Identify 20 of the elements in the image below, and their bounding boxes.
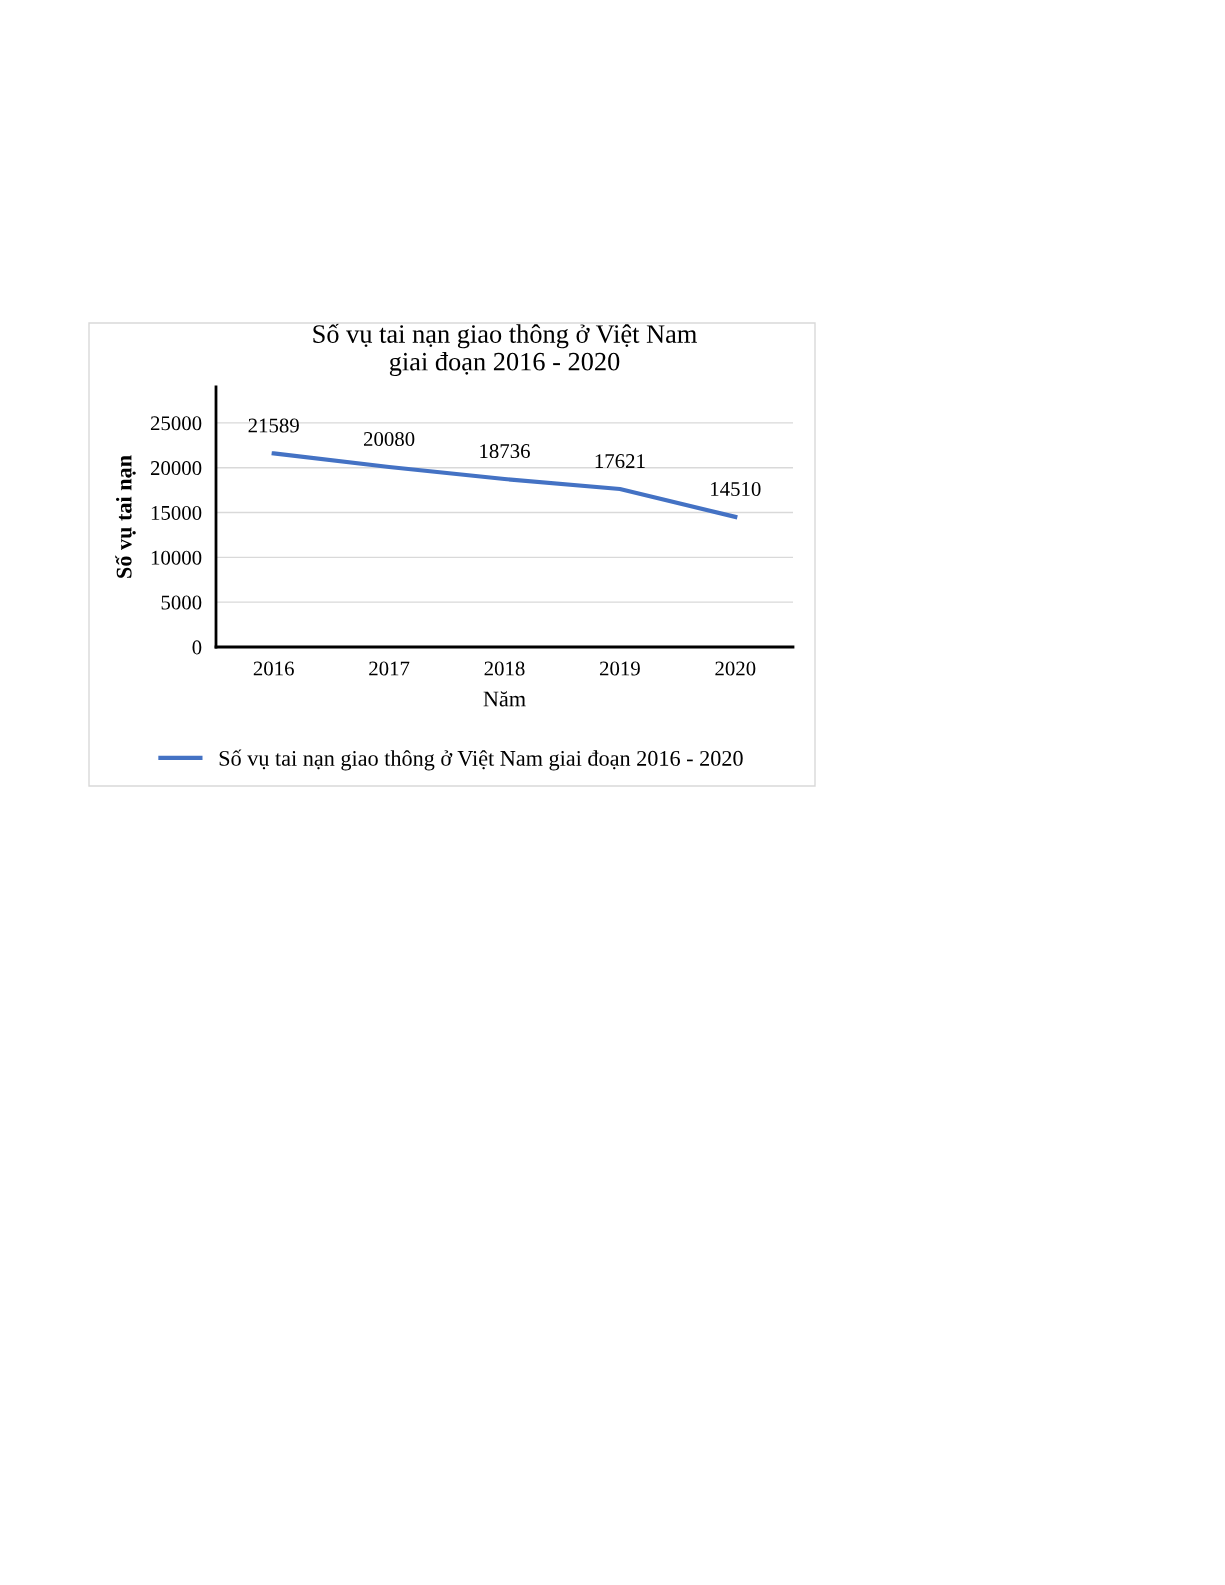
x-axis-title: Năm [483,691,526,707]
x-tick-label: 2019 [599,661,640,676]
y-tick-label: 5000 [161,595,202,610]
y-tick-label: 0 [192,640,202,655]
y-tick-label: 15000 [151,505,202,520]
x-tick-label: 2020 [715,661,756,676]
x-tick-label: 2017 [369,661,410,676]
y-axis-title: Số vụ tai nạn [115,455,136,578]
data-label: 21589 [248,418,299,433]
y-tick-label: 10000 [151,550,202,565]
y-tick-label: 20000 [150,461,202,476]
x-tick-label: 2016 [253,661,294,676]
legend-label: Số vụ tai nạn giao thông ở Việt Nam giai đoạn 2016 - 2020 [219,749,743,771]
data-label: 18736 [480,444,530,459]
data-label: 20080 [363,432,415,447]
x-tick-label: 2018 [484,661,525,676]
y-tick-label: 25000 [150,416,202,431]
data-label: 17621 [595,454,645,469]
data-label: 14510 [711,481,761,497]
chart-title: Số vụ tai nạn giao thông ở Việt Nam giai đoạn 2016 - 2020 [313,323,697,377]
